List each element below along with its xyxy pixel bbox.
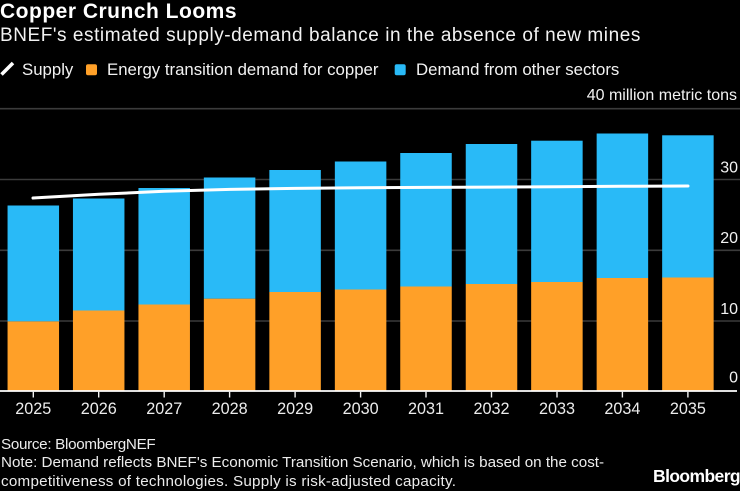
svg-text:2026: 2026 bbox=[81, 400, 117, 418]
svg-text:2030: 2030 bbox=[343, 400, 379, 418]
svg-text:2027: 2027 bbox=[146, 400, 182, 418]
svg-text:2028: 2028 bbox=[212, 400, 248, 418]
svg-text:2035: 2035 bbox=[670, 400, 706, 418]
svg-text:0: 0 bbox=[729, 370, 738, 387]
svg-text:2029: 2029 bbox=[277, 400, 313, 418]
svg-text:2031: 2031 bbox=[408, 400, 444, 418]
svg-text:30: 30 bbox=[720, 160, 738, 177]
svg-text:2034: 2034 bbox=[604, 400, 640, 418]
svg-text:2032: 2032 bbox=[473, 400, 509, 418]
svg-text:10: 10 bbox=[720, 301, 738, 318]
svg-text:20: 20 bbox=[720, 230, 738, 247]
svg-text:2025: 2025 bbox=[15, 400, 51, 418]
svg-text:2033: 2033 bbox=[539, 400, 575, 418]
